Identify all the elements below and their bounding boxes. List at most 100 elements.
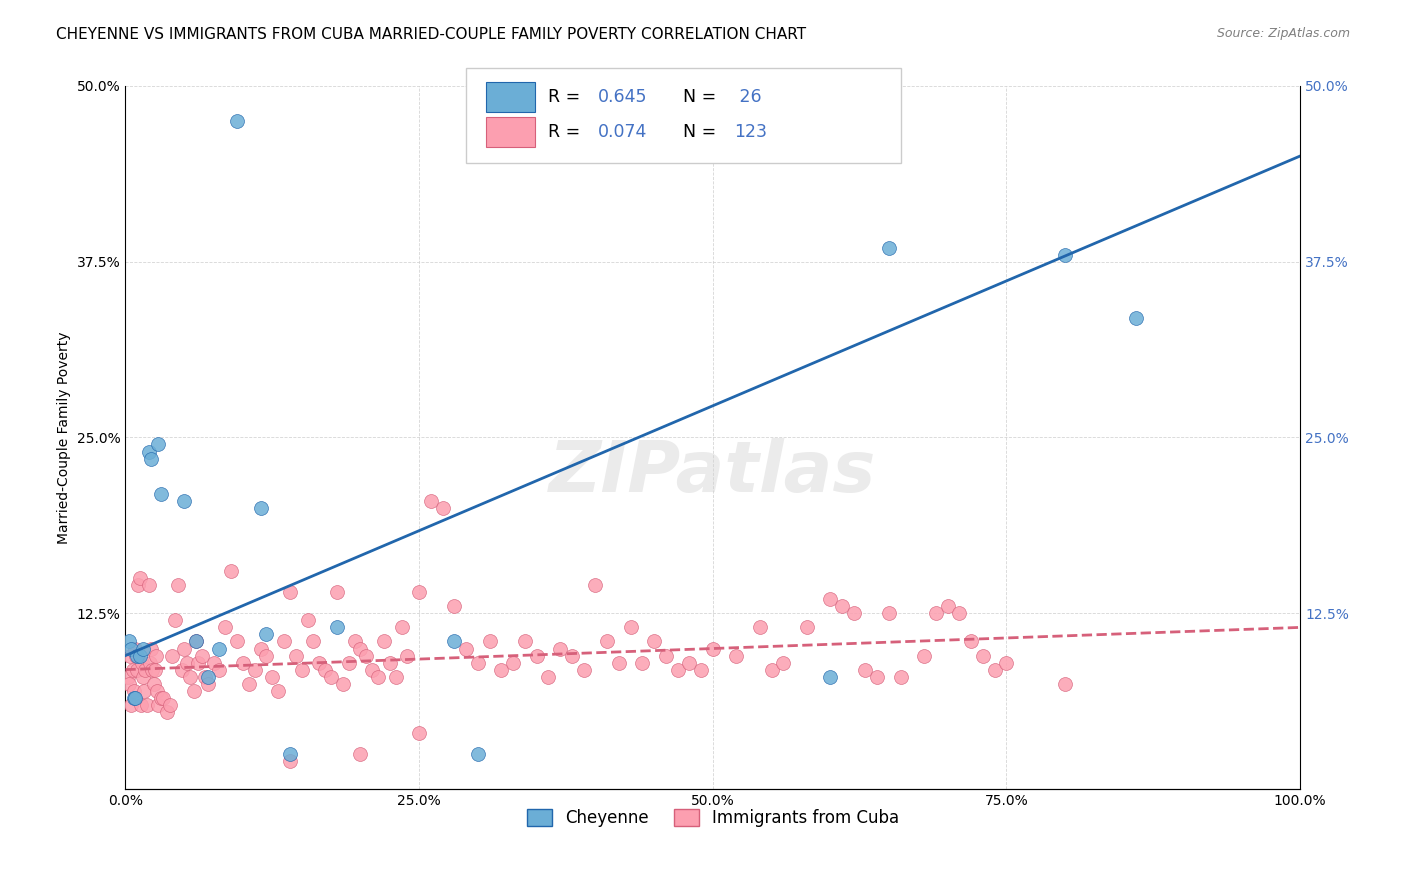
Point bbox=[249, 641, 271, 656]
Point bbox=[378, 656, 401, 670]
Point bbox=[583, 578, 606, 592]
Point bbox=[831, 599, 853, 614]
Point bbox=[128, 571, 150, 585]
Point bbox=[208, 663, 231, 677]
Text: ZIPatlas: ZIPatlas bbox=[550, 438, 876, 508]
Point bbox=[120, 698, 142, 712]
Point bbox=[159, 698, 181, 712]
Point bbox=[187, 656, 209, 670]
Point bbox=[912, 648, 935, 663]
Point bbox=[548, 641, 571, 656]
Point bbox=[478, 634, 501, 648]
Point bbox=[197, 670, 219, 684]
Point bbox=[120, 648, 142, 663]
Point bbox=[135, 698, 157, 712]
Point bbox=[143, 663, 166, 677]
Point bbox=[666, 663, 689, 677]
Point bbox=[148, 437, 170, 451]
Point bbox=[129, 698, 152, 712]
Point bbox=[243, 663, 266, 677]
Point bbox=[155, 705, 177, 719]
Point bbox=[1125, 310, 1147, 325]
Point bbox=[960, 634, 983, 648]
Point bbox=[152, 690, 174, 705]
Point bbox=[219, 564, 242, 578]
Point bbox=[972, 648, 994, 663]
Point bbox=[226, 634, 249, 648]
Point bbox=[725, 648, 748, 663]
Point bbox=[149, 487, 172, 501]
Point bbox=[818, 670, 841, 684]
Point bbox=[194, 670, 217, 684]
Point bbox=[513, 634, 536, 648]
Point bbox=[278, 585, 301, 599]
Point bbox=[314, 663, 336, 677]
Point bbox=[141, 663, 163, 677]
Point bbox=[502, 656, 524, 670]
Text: 26: 26 bbox=[734, 88, 762, 106]
Text: R =: R = bbox=[548, 123, 586, 141]
Point bbox=[361, 663, 384, 677]
Point bbox=[127, 648, 149, 663]
Point bbox=[467, 747, 489, 761]
Point bbox=[232, 656, 254, 670]
Point bbox=[1054, 247, 1077, 261]
Point bbox=[537, 670, 560, 684]
Text: 123: 123 bbox=[734, 123, 766, 141]
Point bbox=[179, 670, 201, 684]
Point bbox=[197, 676, 219, 690]
Point bbox=[936, 599, 959, 614]
Point bbox=[173, 641, 195, 656]
Point bbox=[326, 620, 349, 634]
Point bbox=[877, 240, 900, 254]
Point bbox=[262, 670, 284, 684]
Point bbox=[367, 670, 389, 684]
Point bbox=[273, 634, 295, 648]
Text: 0.074: 0.074 bbox=[598, 123, 647, 141]
Point bbox=[191, 648, 214, 663]
Point bbox=[349, 747, 371, 761]
Text: 0.645: 0.645 bbox=[598, 88, 647, 106]
Point bbox=[118, 676, 141, 690]
Point bbox=[291, 663, 314, 677]
Point bbox=[690, 663, 713, 677]
Point bbox=[572, 663, 595, 677]
Point bbox=[308, 656, 330, 670]
Point bbox=[149, 690, 172, 705]
Point bbox=[267, 683, 290, 698]
Point bbox=[297, 613, 319, 627]
Point bbox=[139, 656, 162, 670]
Point bbox=[877, 607, 900, 621]
Point bbox=[208, 641, 231, 656]
Point bbox=[146, 683, 169, 698]
Point bbox=[419, 493, 441, 508]
FancyBboxPatch shape bbox=[486, 118, 536, 147]
Point bbox=[326, 585, 349, 599]
Point bbox=[619, 620, 641, 634]
Point bbox=[702, 641, 724, 656]
Point bbox=[176, 656, 198, 670]
Point bbox=[526, 648, 548, 663]
Point bbox=[131, 656, 153, 670]
Point bbox=[142, 676, 165, 690]
Point bbox=[391, 620, 413, 634]
Point bbox=[132, 641, 155, 656]
Text: Source: ZipAtlas.com: Source: ZipAtlas.com bbox=[1216, 27, 1350, 40]
Point bbox=[855, 663, 877, 677]
Point bbox=[183, 683, 205, 698]
Point bbox=[332, 676, 354, 690]
Point bbox=[748, 620, 770, 634]
Point bbox=[121, 663, 143, 677]
Point bbox=[948, 607, 970, 621]
Point bbox=[226, 114, 249, 128]
Point bbox=[284, 648, 307, 663]
Point bbox=[202, 656, 225, 670]
Point bbox=[373, 634, 395, 648]
Point bbox=[631, 656, 654, 670]
Point bbox=[655, 648, 678, 663]
Point bbox=[127, 578, 149, 592]
Point bbox=[772, 656, 794, 670]
Point bbox=[167, 578, 190, 592]
Point bbox=[127, 663, 149, 677]
Point bbox=[443, 599, 465, 614]
